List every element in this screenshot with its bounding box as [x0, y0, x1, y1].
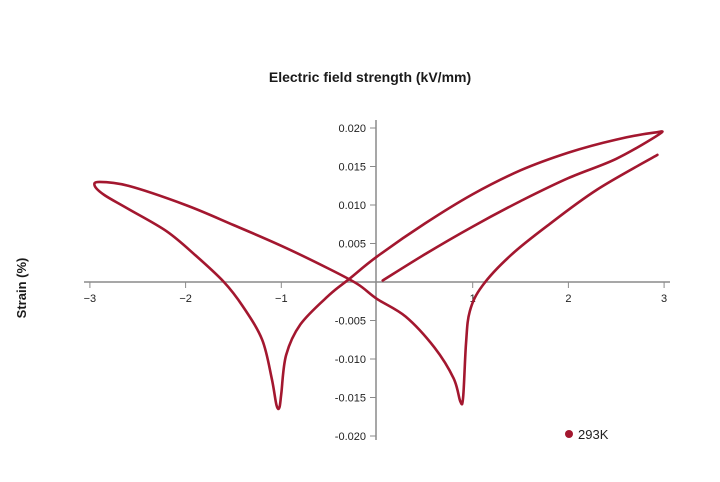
y-tick-label: -0.005 — [335, 316, 366, 328]
y-tick-label: 0.020 — [338, 123, 366, 135]
y-tick-label: 0.015 — [338, 162, 366, 174]
x-tick-label: −1 — [275, 293, 288, 305]
axes: −3 −2 −1 1 2 3 0.020 0.015 0.010 0.005 -0.005 -0.0… — [84, 120, 670, 443]
x-tick-label: −2 — [179, 293, 192, 305]
series-layer — [93, 130, 664, 411]
series-line-293k — [93, 130, 664, 411]
y-tick-label: -0.010 — [335, 354, 366, 366]
y-tick-label: -0.015 — [335, 393, 366, 405]
x-ticks: −3 −2 −1 1 2 3 — [84, 282, 667, 305]
x-tick-label: 1 — [470, 293, 476, 305]
chart-title: Electric field strength (kV/mm) — [269, 69, 471, 85]
y-tick-label: 0.005 — [338, 239, 366, 251]
legend: 293K — [565, 427, 609, 442]
y-axis-label: Strain (%) — [14, 258, 29, 319]
y-ticks: 0.020 0.015 0.010 0.005 -0.005 -0.010 -0.015 -0… — [335, 123, 376, 443]
x-tick-label: 2 — [565, 293, 571, 305]
legend-label-293k: 293K — [578, 427, 609, 442]
x-tick-label: 3 — [661, 293, 667, 305]
legend-marker-293k — [565, 430, 573, 438]
y-tick-label: -0.020 — [335, 431, 366, 443]
x-tick-label: −3 — [84, 293, 97, 305]
y-tick-label: 0.010 — [338, 200, 366, 212]
